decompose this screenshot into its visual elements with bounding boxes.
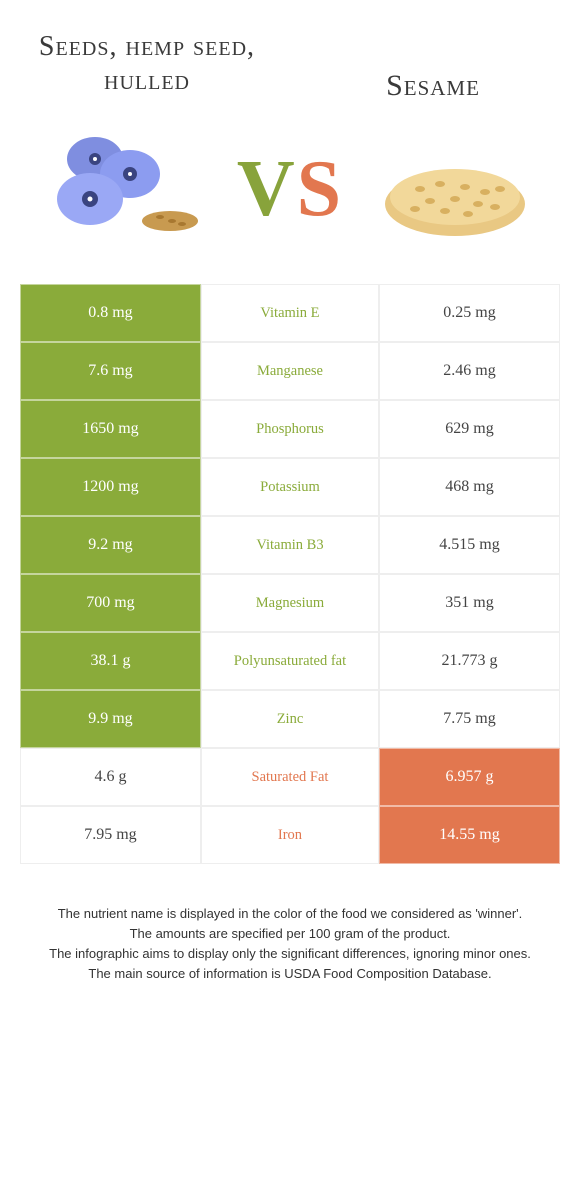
right-value-cell: 2.46 mg (379, 342, 560, 400)
table-row: 4.6 gSaturated Fat6.957 g (20, 748, 560, 806)
left-value-cell: 700 mg (20, 574, 201, 632)
right-value-cell: 351 mg (379, 574, 560, 632)
left-food-image (40, 129, 210, 249)
nutrient-name-cell: Vitamin E (201, 284, 379, 342)
right-value-cell: 4.515 mg (379, 516, 560, 574)
left-value-cell: 1650 mg (20, 400, 201, 458)
footer-line-1: The nutrient name is displayed in the co… (30, 904, 550, 924)
left-food-title: Seeds, hemp seed, hulled (30, 30, 264, 97)
table-row: 7.95 mgIron14.55 mg (20, 806, 560, 864)
comparison-table: 0.8 mgVitamin E0.25 mg7.6 mgManganese2.4… (20, 284, 560, 864)
table-row: 9.9 mgZinc7.75 mg (20, 690, 560, 748)
vs-label: VS (237, 144, 343, 235)
nutrient-name-cell: Phosphorus (201, 400, 379, 458)
nutrient-name-cell: Magnesium (201, 574, 379, 632)
nutrient-name-cell: Polyunsaturated fat (201, 632, 379, 690)
table-row: 700 mgMagnesium351 mg (20, 574, 560, 632)
right-food-title: Sesame (316, 68, 550, 104)
table-row: 1650 mgPhosphorus629 mg (20, 400, 560, 458)
footer-notes: The nutrient name is displayed in the co… (20, 864, 560, 985)
infographic-page: Seeds, hemp seed, hulled Sesame (0, 0, 580, 1005)
right-title-col: Sesame (316, 30, 550, 104)
nutrient-name-cell: Manganese (201, 342, 379, 400)
left-value-cell: 7.95 mg (20, 806, 201, 864)
nutrient-name-cell: Zinc (201, 690, 379, 748)
footer-line-4: The main source of information is USDA F… (30, 964, 550, 984)
table-row: 0.8 mgVitamin E0.25 mg (20, 284, 560, 342)
left-value-cell: 0.8 mg (20, 284, 201, 342)
nutrient-name-cell: Vitamin B3 (201, 516, 379, 574)
vs-s-letter: S (297, 145, 344, 233)
left-value-cell: 9.2 mg (20, 516, 201, 574)
left-title-col: Seeds, hemp seed, hulled (30, 30, 264, 97)
right-food-image (370, 129, 540, 249)
right-value-cell: 14.55 mg (379, 806, 560, 864)
left-value-cell: 9.9 mg (20, 690, 201, 748)
right-value-cell: 6.957 g (379, 748, 560, 806)
left-value-cell: 4.6 g (20, 748, 201, 806)
vs-row: VS (20, 104, 560, 284)
right-value-cell: 7.75 mg (379, 690, 560, 748)
table-row: 38.1 gPolyunsaturated fat21.773 g (20, 632, 560, 690)
nutrient-name-cell: Potassium (201, 458, 379, 516)
right-value-cell: 0.25 mg (379, 284, 560, 342)
footer-line-2: The amounts are specified per 100 gram o… (30, 924, 550, 944)
vs-v-letter: V (237, 145, 297, 233)
table-row: 9.2 mgVitamin B34.515 mg (20, 516, 560, 574)
left-value-cell: 1200 mg (20, 458, 201, 516)
table-row: 1200 mgPotassium468 mg (20, 458, 560, 516)
footer-line-3: The infographic aims to display only the… (30, 944, 550, 964)
nutrient-name-cell: Iron (201, 806, 379, 864)
left-value-cell: 7.6 mg (20, 342, 201, 400)
header: Seeds, hemp seed, hulled Sesame (20, 30, 560, 104)
left-value-cell: 38.1 g (20, 632, 201, 690)
right-value-cell: 21.773 g (379, 632, 560, 690)
table-row: 7.6 mgManganese2.46 mg (20, 342, 560, 400)
right-value-cell: 629 mg (379, 400, 560, 458)
right-value-cell: 468 mg (379, 458, 560, 516)
nutrient-name-cell: Saturated Fat (201, 748, 379, 806)
